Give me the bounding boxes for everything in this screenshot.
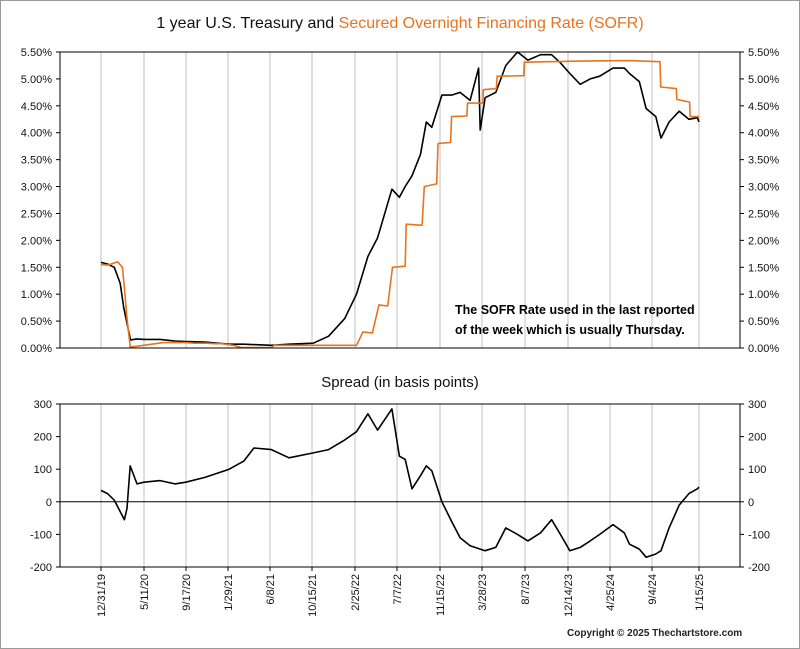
y-tick-label-right: 2.00% xyxy=(748,235,779,247)
chart-title: 1 year U.S. Treasury and Secured Overnig… xyxy=(0,15,800,33)
y-tick-label-left: 1.50% xyxy=(21,262,52,274)
spread-title: Spread (in basis points) xyxy=(321,374,479,391)
x-tick-label: 10/15/21 xyxy=(307,574,319,617)
y-tick-label-left: 5.50% xyxy=(21,47,52,59)
sofr-note-line1: The SOFR Rate used in the last reported xyxy=(455,303,695,317)
x-tick-label: 1/15/25 xyxy=(694,574,706,611)
y-tick-label-right: 5.00% xyxy=(748,74,779,86)
y-tick-label-left: 4.50% xyxy=(21,101,52,113)
y-tick-label-right: -200 xyxy=(748,562,770,574)
y-tick-label-left: 200 xyxy=(34,432,52,444)
y-tick-label-right: 0 xyxy=(748,497,754,509)
panel-rates: 0.00% 0.00% 0.50% 0.50% 1.00% 1.00% 1.50% 1.50%… xyxy=(21,47,780,355)
y-tick-label-left: -100 xyxy=(30,529,52,541)
x-tick-label: 6/8/21 xyxy=(265,574,277,605)
title-treasury: 1 year U.S. Treasury and xyxy=(156,15,339,32)
y-tick-label-left: 1.00% xyxy=(21,289,52,301)
y-tick-label-left: 100 xyxy=(34,464,52,476)
sofr-note: The SOFR Rate used in the last reported … xyxy=(455,300,695,340)
y-tick-label-left: 3.00% xyxy=(21,182,52,194)
panel-spread: -200 -200 -100 -100 0 0 100 100 200 200 300 300 xyxy=(30,399,770,574)
x-tick-label: 4/25/24 xyxy=(605,574,617,611)
y-tick-label-left: -200 xyxy=(30,562,52,574)
y-tick-label-right: 1.00% xyxy=(748,289,779,301)
y-tick-label-left: 3.50% xyxy=(21,155,52,167)
x-tick-label: 12/14/23 xyxy=(563,574,575,617)
y-tick-label-left: 2.50% xyxy=(21,208,52,220)
y-tick-label-right: -100 xyxy=(748,529,770,541)
x-tick-label: 7/7/22 xyxy=(392,574,404,605)
y-tick-label-left: 5.00% xyxy=(21,74,52,86)
y-tick-label-left: 0 xyxy=(46,497,52,509)
y-tick-label-right: 1.50% xyxy=(748,262,779,274)
y-tick-label-right: 0.50% xyxy=(748,316,779,328)
x-tick-label: 8/7/23 xyxy=(520,574,532,605)
y-tick-label-left: 4.00% xyxy=(21,128,52,140)
series-line-secured-overnight-financing-rate-sofr xyxy=(100,59,699,349)
y-tick-label-left: 300 xyxy=(34,399,52,411)
y-tick-label-left: 2.00% xyxy=(21,235,52,247)
y-tick-label-left: 0.00% xyxy=(21,343,52,355)
y-tick-label-right: 4.50% xyxy=(748,101,779,113)
y-tick-label-right: 2.50% xyxy=(748,208,779,220)
sofr-note-line2: of the week which is usually Thursday. xyxy=(455,323,685,337)
y-tick-label-right: 300 xyxy=(748,399,766,411)
copyright: Copyright © 2025 Thechartstore.com xyxy=(567,628,743,639)
y-tick-label-right: 5.50% xyxy=(748,47,779,59)
y-tick-label-right: 200 xyxy=(748,432,766,444)
x-tick-label: 5/11/20 xyxy=(139,574,151,610)
x-tick-label: 11/15/22 xyxy=(435,574,447,616)
y-tick-label-right: 3.50% xyxy=(748,155,779,167)
series-line-spread xyxy=(100,408,700,559)
x-tick-label: 9/17/20 xyxy=(181,574,193,611)
y-tick-label-right: 4.00% xyxy=(748,128,779,140)
x-tick-label: 1/29/21 xyxy=(223,574,235,611)
y-tick-label-left: 0.50% xyxy=(21,316,52,328)
y-tick-label-right: 100 xyxy=(748,464,766,476)
plot-border xyxy=(59,51,741,349)
x-tick-label: 12/31/19 xyxy=(96,574,108,617)
plot-border xyxy=(59,403,741,568)
y-tick-label-right: 3.00% xyxy=(748,182,779,194)
x-tick-label: 3/28/23 xyxy=(477,574,489,611)
x-tick-label: 9/4/24 xyxy=(647,574,659,605)
series-line-1-year-u-s-treasury xyxy=(100,51,700,347)
title-sofr: Secured Overnight Financing Rate (SOFR) xyxy=(338,15,644,32)
y-tick-label-right: 0.00% xyxy=(748,343,779,355)
x-tick-label: 2/25/22 xyxy=(350,574,362,611)
